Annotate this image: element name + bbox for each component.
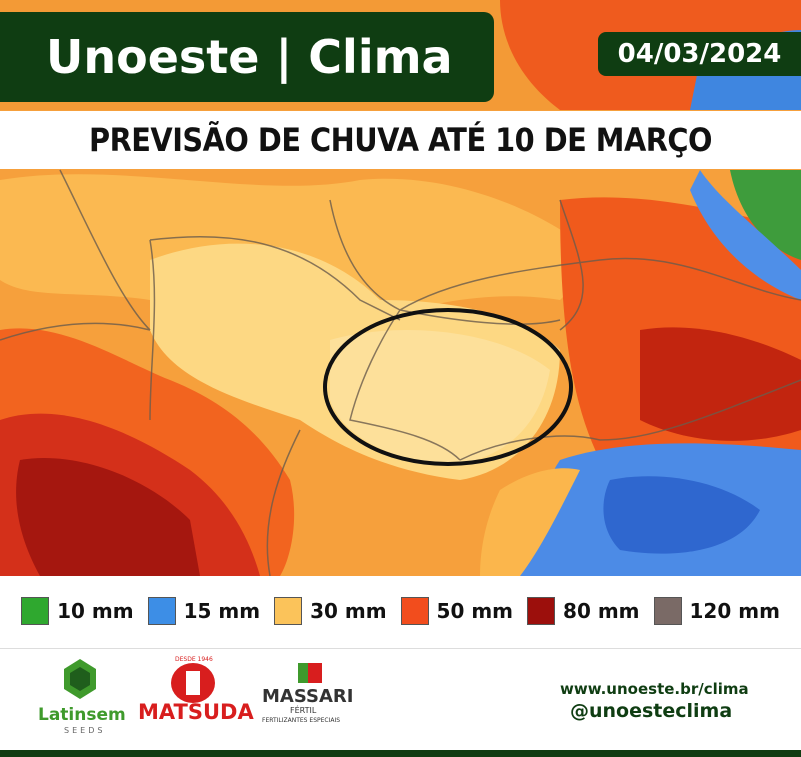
legend-label: 80 mm: [563, 599, 640, 623]
map-shape: [186, 671, 200, 695]
map-shape: [70, 667, 90, 691]
legend-item: 30 mm: [274, 597, 387, 625]
subtitle: PREVISÃO DE CHUVA ATÉ 10 DE MARÇO: [0, 111, 801, 169]
map-shape: [323, 308, 573, 466]
footer-url: www.unoeste.br/clima: [560, 680, 749, 698]
logos: [64, 659, 322, 703]
legend-swatch: [653, 597, 682, 625]
footer-handle: @unoesteclima: [570, 700, 733, 722]
sponsor-sub: DESDE 1946: [175, 656, 213, 663]
legend-label: 50 mm: [436, 599, 514, 623]
legend-item: 15 mm: [147, 597, 261, 625]
map-shape: [480, 468, 580, 576]
map-shape: [559, 199, 584, 331]
map-shape: [399, 257, 801, 311]
sponsor-sub: SEEDS: [64, 726, 106, 735]
map-shape: [640, 327, 801, 441]
legend-swatch: [527, 597, 556, 625]
map-shape: [459, 379, 801, 461]
date: 04/03/2024: [598, 32, 801, 76]
map-shape: [308, 663, 322, 683]
legend-item: 50 mm: [400, 597, 514, 625]
legend-swatch: [400, 597, 429, 625]
map-shape: [59, 169, 151, 331]
legend-swatch: [147, 597, 176, 625]
sponsor-sub: FÉRTIL: [290, 706, 317, 715]
legend-label: 15 mm: [183, 599, 261, 623]
map-shape: [349, 309, 461, 461]
map-shape: [0, 322, 151, 341]
sponsor-tag: FERTILIZANTES ESPECIAIS: [262, 717, 341, 724]
sponsor-name: MATSUDA: [138, 700, 254, 724]
map-shape: [330, 330, 550, 465]
footer: [0, 648, 801, 751]
legend-item: 120 mm: [653, 597, 780, 625]
legend-item: 80 mm: [527, 597, 640, 625]
sponsor-name: Latinsem: [38, 705, 126, 725]
legend-item: 10 mm: [21, 597, 134, 625]
legend-swatch: [21, 597, 50, 625]
legend-label: 10 mm: [57, 599, 134, 623]
legend-label: 120 mm: [689, 599, 780, 623]
map-shape: [603, 476, 760, 554]
map-shape: [690, 170, 801, 300]
map-shape: [16, 458, 201, 576]
bottom-bar: [0, 750, 801, 757]
legend-label: 30 mm: [310, 599, 387, 623]
map-shape: [149, 239, 156, 421]
sponsor-name: MASSARI: [262, 686, 354, 707]
map-shape: [149, 235, 401, 321]
header-title: Unoeste | Clima: [0, 12, 494, 102]
legend-swatch: [274, 597, 303, 625]
legend: 10 mm 15 mm 30 mm 50 mm 80 mm 120 mm: [0, 576, 801, 646]
map-shape: [266, 429, 301, 576]
map-shape: [730, 170, 801, 260]
